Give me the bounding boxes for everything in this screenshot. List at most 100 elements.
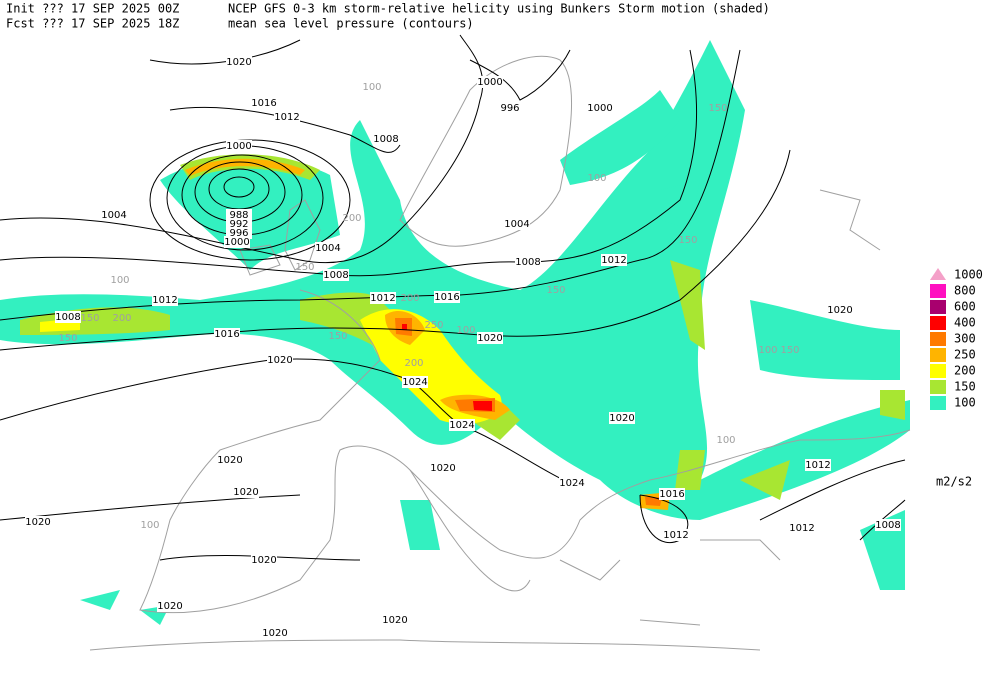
shading-label: 100 bbox=[140, 520, 159, 531]
shading-label: 200 bbox=[112, 313, 131, 324]
legend-swatch bbox=[930, 332, 946, 346]
isobar-label: 1008 bbox=[875, 520, 900, 531]
isobar-label: 1012 bbox=[663, 530, 688, 541]
label-backing bbox=[609, 412, 635, 424]
label-backing bbox=[659, 488, 685, 500]
shading-label: 100 bbox=[716, 435, 735, 446]
isobar-label: 1020 bbox=[251, 555, 276, 566]
isobar-label: 1020 bbox=[157, 601, 182, 612]
label-backing bbox=[370, 292, 396, 304]
shading-label: 150 bbox=[328, 331, 347, 342]
shading-label: 150 bbox=[546, 285, 565, 296]
isobar-label: 1000 bbox=[226, 141, 251, 152]
label-backing bbox=[262, 627, 288, 639]
label-backing bbox=[267, 354, 293, 366]
label-backing bbox=[101, 209, 127, 221]
shading-label: 100 bbox=[362, 82, 381, 93]
legend-swatch bbox=[930, 316, 946, 330]
shading-label: 200 bbox=[342, 213, 361, 224]
isobar-label: 1024 bbox=[449, 420, 474, 431]
isobar-label: 1012 bbox=[274, 112, 299, 123]
isobar-label: 1004 bbox=[315, 243, 340, 254]
helicity-100 bbox=[0, 40, 910, 520]
legend-swatch bbox=[930, 380, 946, 394]
isobar-label: 1000 bbox=[587, 103, 612, 114]
isobar-label: 1000 bbox=[224, 237, 249, 248]
isobar-label: 1012 bbox=[601, 255, 626, 266]
legend-label: 1000 bbox=[954, 268, 983, 282]
label-backing bbox=[587, 102, 613, 114]
shading-label: 150 bbox=[780, 345, 799, 356]
label-backing bbox=[25, 516, 51, 528]
label-backing bbox=[382, 614, 408, 626]
isobar-label: 1016 bbox=[214, 329, 239, 340]
shading-label: 100 bbox=[758, 345, 777, 356]
isobar-label: 1016 bbox=[659, 489, 684, 500]
legend-label: 150 bbox=[954, 380, 976, 394]
isobar-label: 996 bbox=[500, 103, 519, 114]
legend-label: 250 bbox=[954, 348, 976, 362]
isobar-label: 1024 bbox=[559, 478, 584, 489]
isobar-label: 1020 bbox=[382, 615, 407, 626]
forecast-time: Fcst ??? 17 SEP 2025 18Z bbox=[6, 17, 179, 31]
label-backing bbox=[157, 600, 183, 612]
label-backing bbox=[805, 459, 831, 471]
label-backing bbox=[55, 311, 81, 323]
isobar-label: 1000 bbox=[477, 77, 502, 88]
isobar-label: 1020 bbox=[262, 628, 287, 639]
isobar-label: 1008 bbox=[515, 257, 540, 268]
label-backing bbox=[315, 242, 341, 254]
shading-label: 100 bbox=[110, 275, 129, 286]
shading-label: 250 bbox=[424, 320, 443, 331]
label-backing bbox=[559, 477, 585, 489]
shading-label: 100 bbox=[587, 173, 606, 184]
shading-label: 150 bbox=[58, 333, 77, 344]
legend-label: 300 bbox=[954, 332, 976, 346]
label-backing bbox=[663, 529, 689, 541]
label-backing bbox=[217, 454, 243, 466]
legend-swatch bbox=[930, 268, 946, 280]
legend-label: 600 bbox=[954, 300, 976, 314]
isobar-label: 1016 bbox=[434, 292, 459, 303]
isobar-label: 1020 bbox=[25, 517, 50, 528]
legend-swatch bbox=[930, 300, 946, 314]
shading-label: 200 bbox=[400, 293, 419, 304]
legend-label: 200 bbox=[954, 364, 976, 378]
isobar-label: 1004 bbox=[101, 210, 126, 221]
isobar-label: 1008 bbox=[373, 134, 398, 145]
label-backing bbox=[233, 486, 259, 498]
isobar-label: 992 bbox=[229, 219, 248, 230]
legend: 1000 800 600 400 300 250 200 150 100 m2/s2 bbox=[930, 268, 983, 489]
shading-label: 200 bbox=[404, 358, 423, 369]
shading-label: 150 bbox=[80, 313, 99, 324]
init-time: Init ??? 17 SEP 2025 00Z bbox=[6, 2, 179, 16]
label-backing bbox=[430, 462, 456, 474]
isobar-label: 1008 bbox=[323, 270, 348, 281]
isobar-label: 1012 bbox=[370, 293, 395, 304]
legend-label: 400 bbox=[954, 316, 976, 330]
label-backing bbox=[152, 294, 178, 306]
isobar-label: 1016 bbox=[251, 98, 276, 109]
isobar-label: 1020 bbox=[233, 487, 258, 498]
isobar-label: 1008 bbox=[55, 312, 80, 323]
label-backing bbox=[504, 218, 530, 230]
isobar-label: 1020 bbox=[477, 333, 502, 344]
label-backing bbox=[449, 419, 475, 431]
label-backing bbox=[226, 56, 252, 68]
label-backing bbox=[373, 133, 399, 145]
init-description: NCEP GFS 0-3 km storm-relative helicity … bbox=[228, 2, 770, 16]
legend-swatch bbox=[930, 348, 946, 362]
shading-label: 150 bbox=[708, 103, 727, 114]
legend-swatch bbox=[930, 284, 946, 298]
legend-label: 800 bbox=[954, 284, 976, 298]
shading bbox=[0, 40, 910, 625]
label-backing bbox=[434, 291, 460, 303]
isobar-label: 1012 bbox=[789, 523, 814, 534]
isobar-label: 1004 bbox=[504, 219, 529, 230]
label-backing bbox=[497, 102, 523, 114]
label-backing bbox=[251, 554, 277, 566]
label-backing bbox=[274, 111, 300, 123]
